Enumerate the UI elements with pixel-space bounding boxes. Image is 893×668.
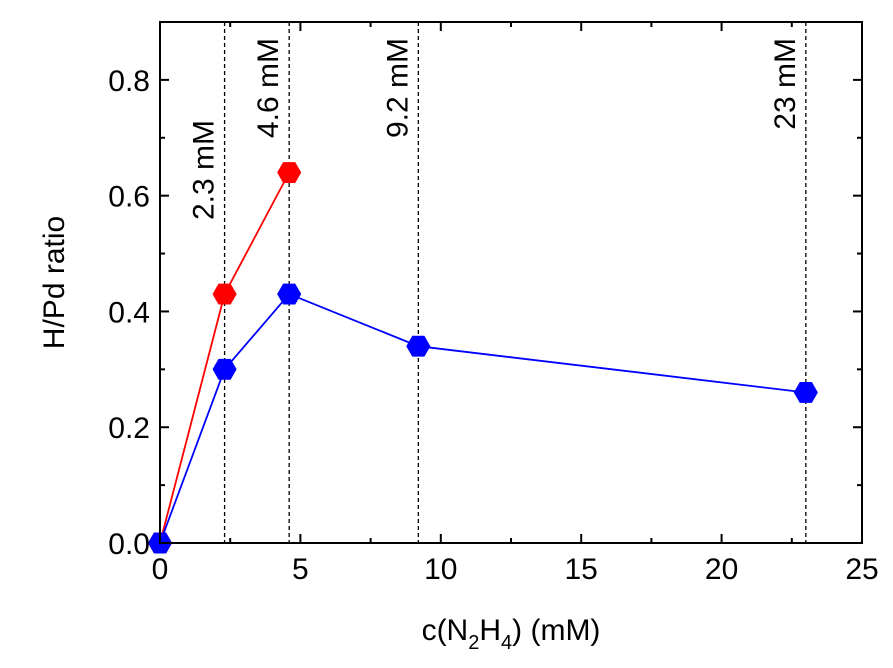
series-group bbox=[147, 162, 818, 554]
x-tick-label: 20 bbox=[705, 553, 738, 586]
data-point bbox=[212, 358, 237, 380]
reference-line-label: 9.2 mM bbox=[381, 38, 414, 138]
data-point bbox=[212, 283, 237, 305]
tick-labels: 0 5 10 15 20 25 0.0 0.2 0.4 0.6 0.8 bbox=[108, 65, 878, 586]
data-point bbox=[277, 283, 302, 305]
reference-line-label: 23 mM bbox=[769, 38, 802, 130]
x-tick-label: 5 bbox=[292, 553, 309, 586]
data-point bbox=[793, 382, 818, 403]
data-point bbox=[406, 335, 431, 357]
reference-lines: 2.3 mM 4.6 mM 9.2 mM 23 mM bbox=[188, 22, 807, 543]
x-tick-label: 0 bbox=[152, 553, 169, 586]
x-tick-label: 15 bbox=[565, 553, 598, 586]
y-tick-label: 0.6 bbox=[108, 181, 150, 214]
x-tick-label: 25 bbox=[845, 553, 878, 586]
y-tick-label: 0.0 bbox=[108, 528, 150, 561]
y-tick-label: 0.2 bbox=[108, 412, 150, 445]
x-axis-title: c(N2H4) (mM) bbox=[422, 614, 601, 654]
series-line bbox=[159, 293, 806, 544]
axis-ticks bbox=[159, 22, 863, 544]
data-point bbox=[277, 162, 302, 183]
x-tick-label: 10 bbox=[424, 553, 457, 586]
reference-line-label: 2.3 mM bbox=[188, 120, 221, 220]
reference-line-label: 4.6 mM bbox=[252, 38, 285, 138]
y-axis-title: H/Pd ratio bbox=[38, 216, 71, 349]
y-tick-label: 0.8 bbox=[108, 65, 150, 98]
y-tick-label: 0.4 bbox=[108, 296, 150, 329]
